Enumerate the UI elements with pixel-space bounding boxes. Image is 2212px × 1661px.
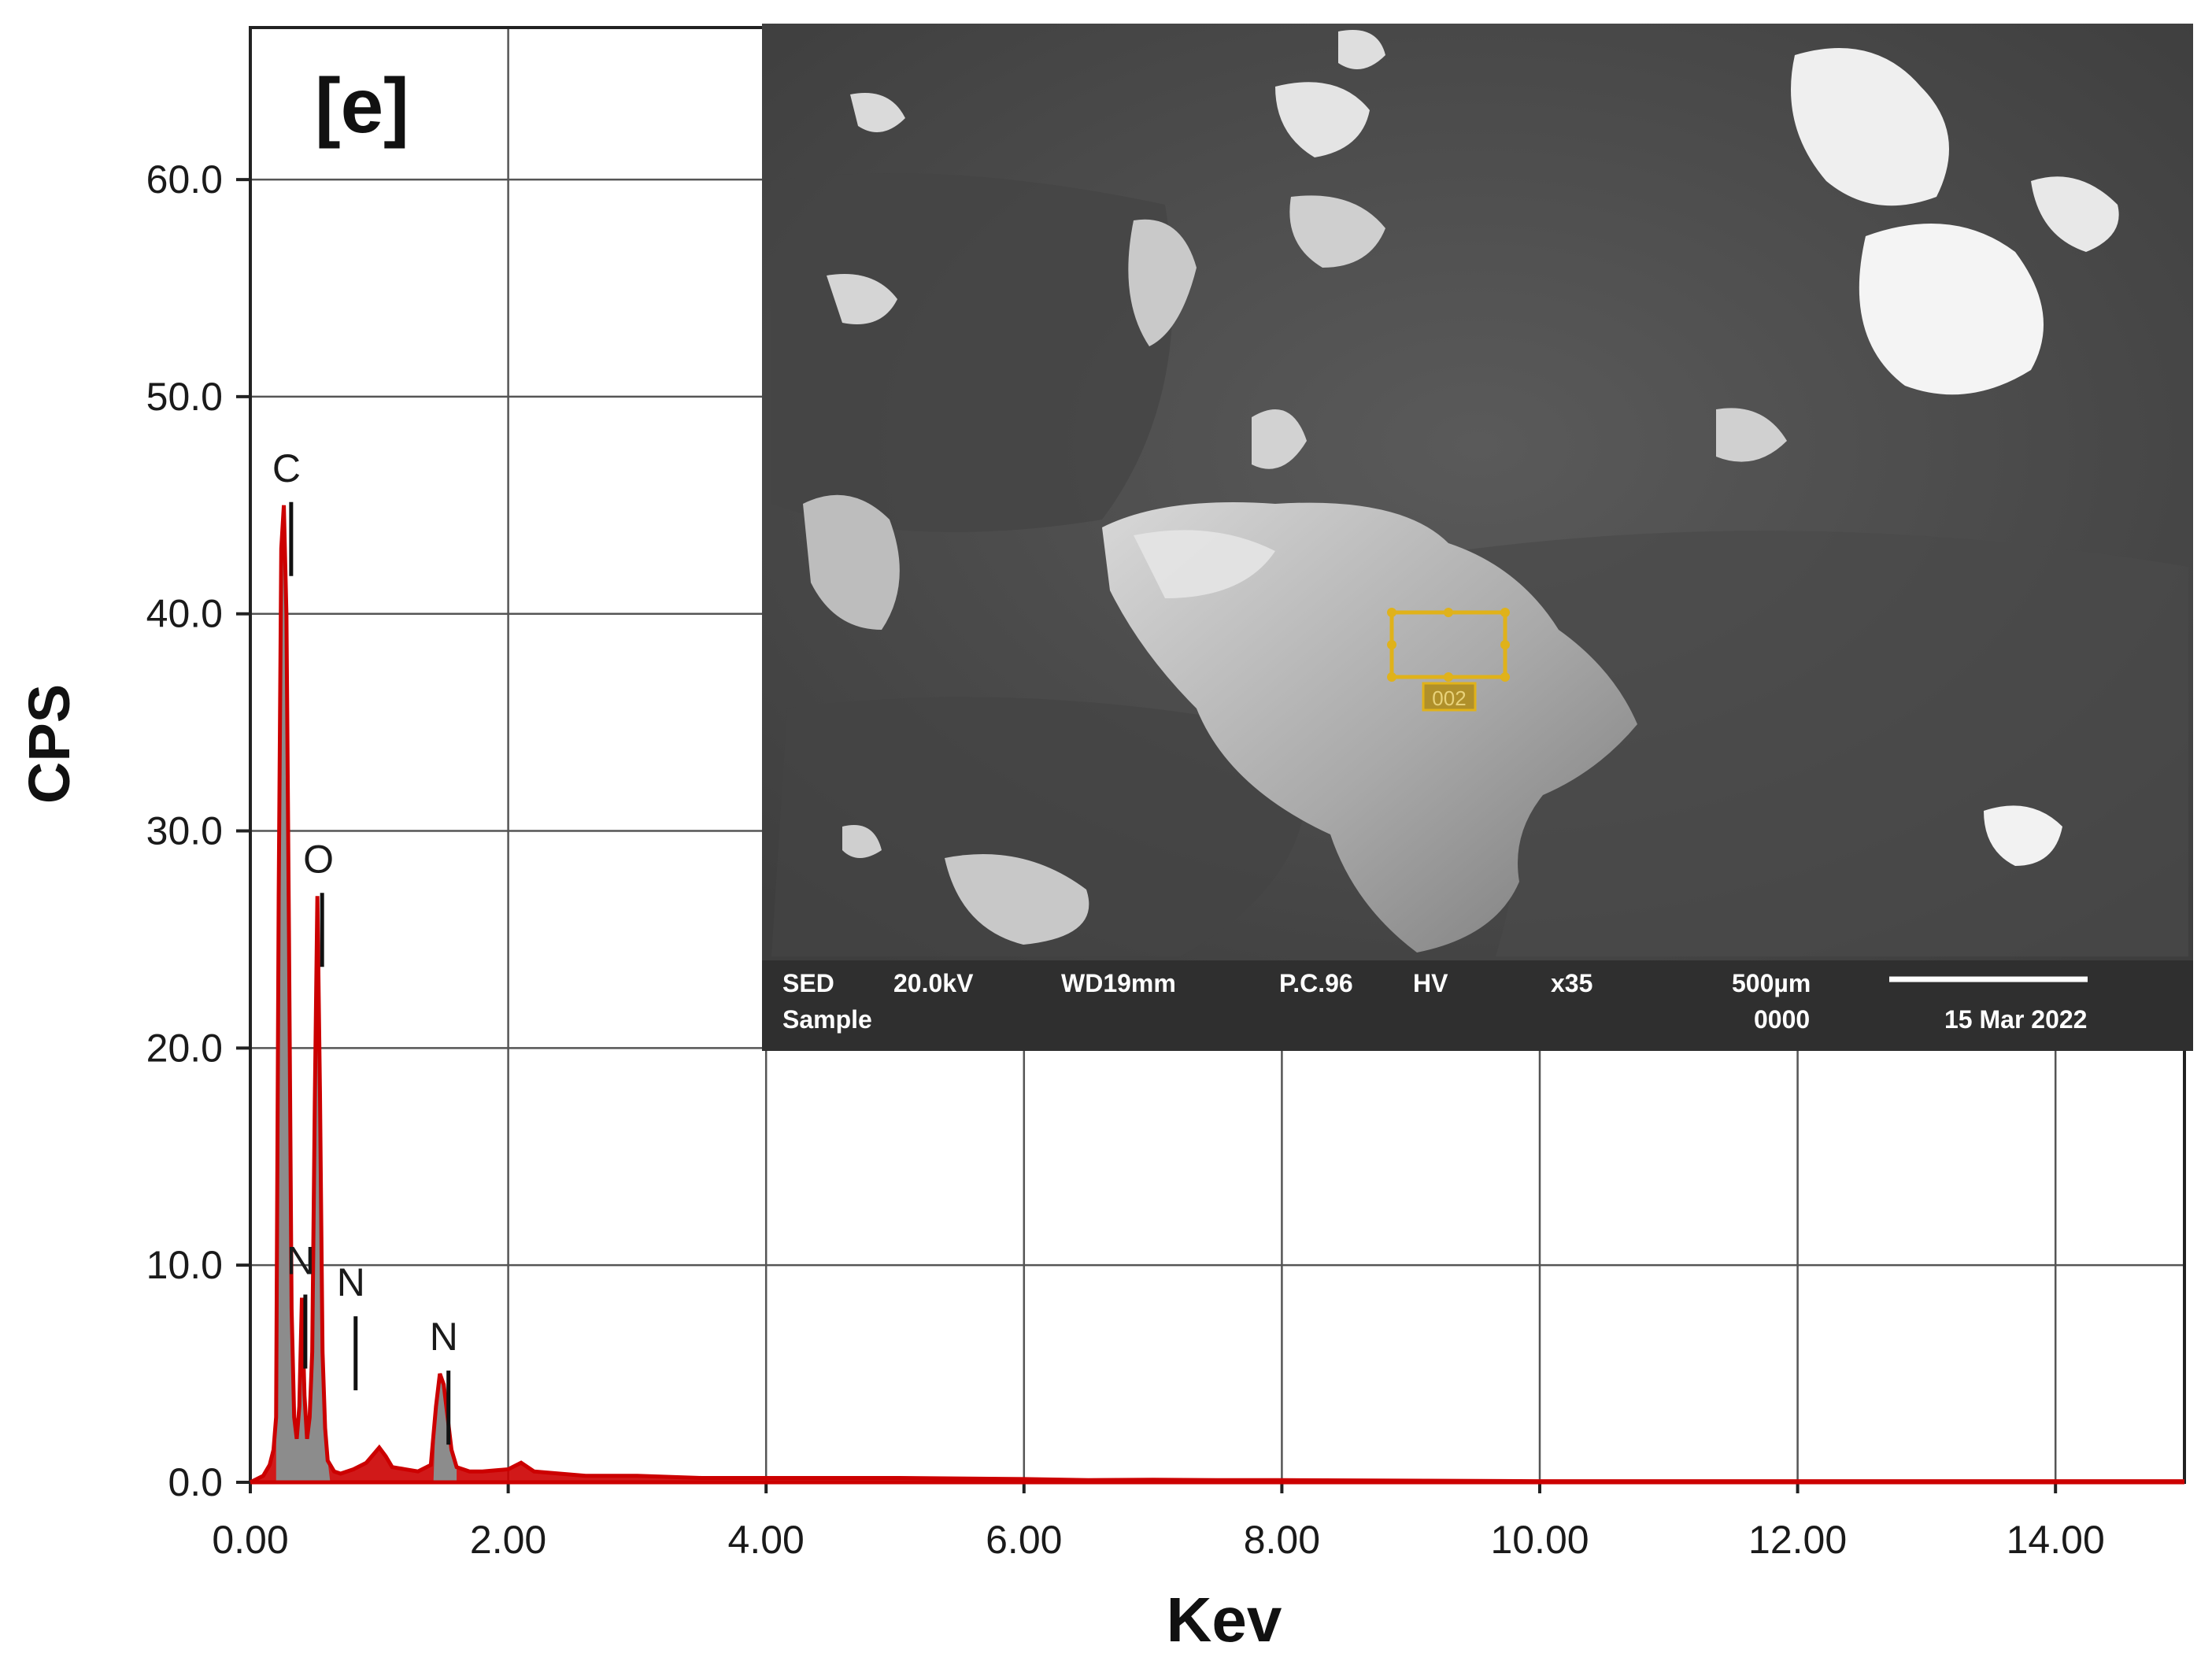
- roi-label-box: [1422, 682, 1477, 712]
- peak-label: C: [272, 446, 301, 490]
- sem-micrograph-inset: 002 SED 20.0kV WD19mm P.C.96 HV x35 500µ…: [762, 24, 2193, 1051]
- x-tick-label: 10.00: [1490, 1518, 1589, 1562]
- roi-handle: [1500, 640, 1510, 649]
- sem-sample-label: Sample: [782, 1005, 872, 1034]
- y-tick-labels: 0.0 10.0 20.0 30.0 40.0 50.0 60.0: [146, 157, 223, 1504]
- x-tick-label: 0.00: [212, 1518, 288, 1562]
- panel-label: [e]: [315, 62, 409, 149]
- sem-bright-particle: [945, 854, 1089, 945]
- x-tick-label: 14.00: [2007, 1518, 2105, 1562]
- sem-bright-particle: [2031, 176, 2119, 252]
- roi-handle: [1387, 608, 1396, 617]
- sem-bright-particle: [1984, 805, 2062, 866]
- sem-bright-particle: [842, 825, 882, 858]
- roi-label: 002: [1432, 686, 1466, 710]
- sem-info-bar: [762, 960, 2193, 1051]
- roi-handle: [1444, 608, 1453, 617]
- y-tick-label: 0.0: [168, 1460, 223, 1504]
- sem-bright-particle: [1275, 82, 1370, 157]
- sem-bright-particle: [1791, 48, 1949, 206]
- x-tick-label: 2.00: [470, 1518, 546, 1562]
- peak-label: N: [287, 1239, 315, 1283]
- spectrum-line: [249, 505, 2184, 1485]
- sem-detector: SED: [782, 969, 834, 997]
- sem-bright-particle: [1338, 30, 1385, 69]
- roi-handle: [1444, 672, 1453, 682]
- peak-annotations: CON NN: [272, 446, 458, 1445]
- sem-highlight: [1134, 530, 1275, 598]
- roi-handle: [1387, 672, 1396, 682]
- roi-handle: [1387, 640, 1396, 649]
- sem-bright-particle: [803, 494, 900, 630]
- y-tick-label: 10.0: [146, 1243, 223, 1287]
- peak-label: N: [430, 1315, 458, 1359]
- roi-handle: [1500, 608, 1510, 617]
- x-tick-labels: 0.00 2.00 4.00 6.00 8.00 10.00 12.00 14.00: [212, 1518, 2104, 1562]
- sem-scale-value: 500µm: [1732, 969, 1811, 997]
- sem-voltage: 20.0kV: [893, 969, 974, 997]
- y-tick-label: 60.0: [146, 157, 223, 202]
- x-tick-label: 4.00: [728, 1518, 805, 1562]
- y-tick-label: 40.0: [146, 592, 223, 636]
- sem-magnification: x35: [1551, 969, 1592, 997]
- sem-working-distance: WD19mm: [1061, 969, 1176, 997]
- spectrum-peak-fill: [433, 1374, 457, 1482]
- x-tick-label: 8.00: [1244, 1518, 1320, 1562]
- sem-bright-particle: [1252, 409, 1307, 469]
- sem-vacuum-mode: HV: [1413, 969, 1448, 997]
- spectrum-layer: [249, 505, 2184, 1485]
- y-axis-title: CPS: [17, 684, 82, 804]
- sem-image-number: 0000: [1754, 1005, 1810, 1034]
- peak-label: N: [337, 1260, 365, 1304]
- x-tick-label: 12.00: [1748, 1518, 1847, 1562]
- sem-bright-particle: [1128, 219, 1197, 346]
- y-tick-label: 50.0: [146, 375, 223, 419]
- y-tick-label: 20.0: [146, 1026, 223, 1070]
- sem-bright-particle: [1716, 408, 1787, 462]
- sem-bright-particle: [1859, 224, 2044, 395]
- sem-dark-region: [771, 173, 1173, 532]
- sem-bright-particle: [1289, 195, 1385, 268]
- y-tick-label: 30.0: [146, 809, 223, 853]
- peak-label: O: [303, 837, 334, 881]
- sem-bright-particle: [850, 93, 905, 132]
- x-tick-label: 6.00: [986, 1518, 1062, 1562]
- sem-probe-current: P.C.96: [1279, 969, 1353, 997]
- sem-date: 15 Mar 2022: [1944, 1005, 2087, 1034]
- sem-bright-particle: [827, 274, 897, 324]
- sem-dark-region: [771, 697, 1307, 956]
- x-axis-title: Kev: [1167, 1585, 1282, 1655]
- roi-handle: [1500, 672, 1510, 682]
